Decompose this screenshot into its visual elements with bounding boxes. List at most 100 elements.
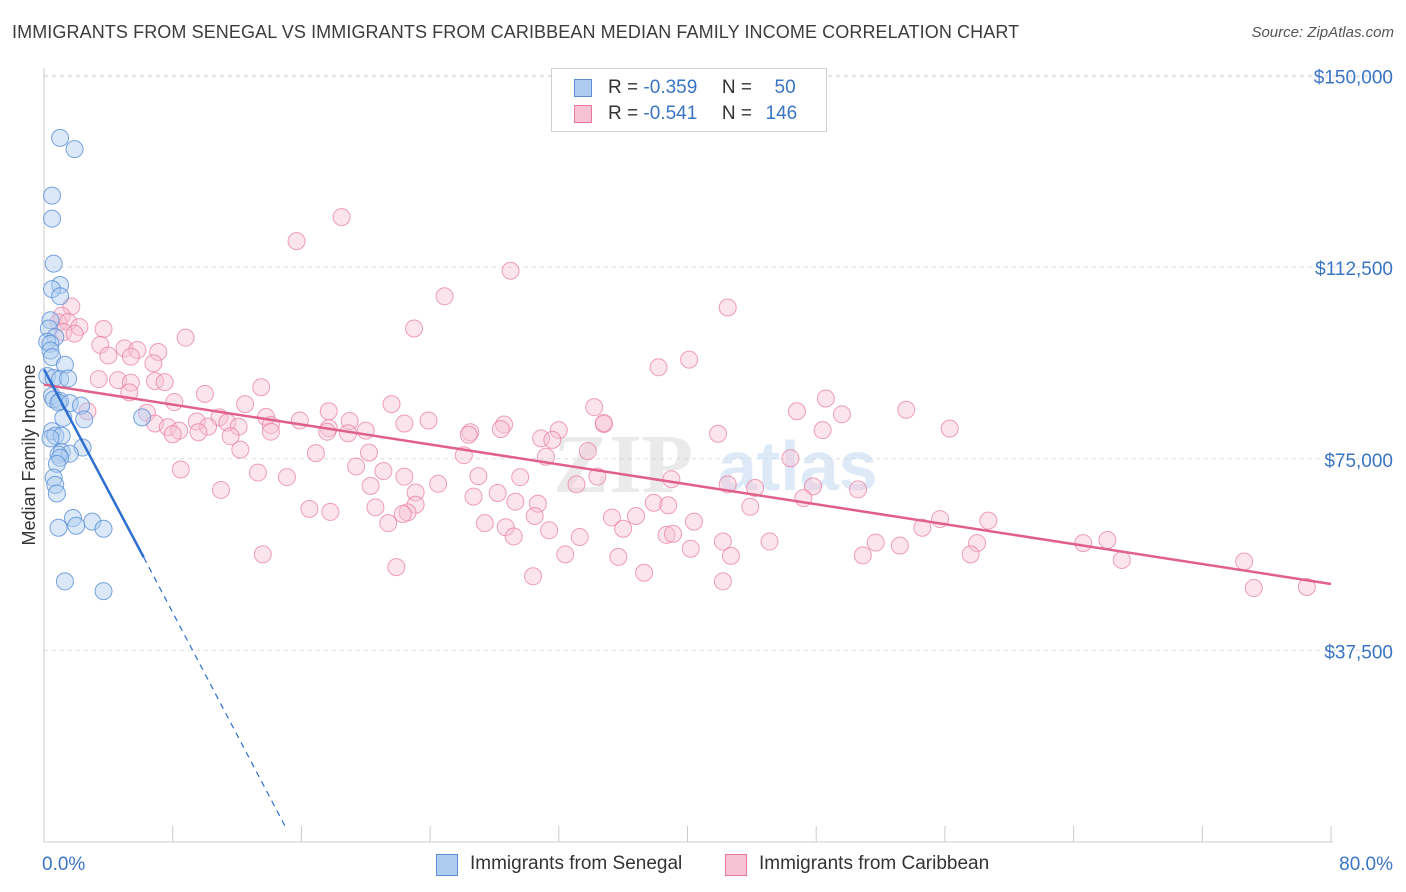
y-tick-label: $112,500 <box>1315 259 1393 280</box>
senegal-point <box>52 426 71 445</box>
caribbean-point <box>635 563 654 582</box>
caribbean-point <box>366 498 385 517</box>
caribbean-point <box>406 483 425 502</box>
caribbean-point <box>149 342 168 361</box>
chart-source: Source: ZipAtlas.com <box>1251 24 1394 41</box>
tick-labels: $37,500 $75,000 $112,500 $150,000 0.0% 80.0% <box>42 68 1393 875</box>
caribbean-point <box>501 261 520 280</box>
caribbean-point <box>195 384 214 403</box>
caribbean-point <box>504 527 523 546</box>
senegal-point <box>41 429 60 448</box>
senegal-point <box>67 516 86 535</box>
legend-r-value: -0.541 <box>643 103 698 124</box>
bottom-legend-label-caribbean: Immigrants from Caribbean <box>759 853 990 874</box>
caribbean-point <box>961 545 980 564</box>
bottom-legend-swatch-senegal <box>436 854 458 876</box>
caribbean-point <box>99 346 118 365</box>
senegal-point <box>47 484 66 503</box>
caribbean-point <box>506 492 525 511</box>
caribbean-point <box>511 468 530 487</box>
legend-n-label: N = <box>721 103 752 124</box>
caribbean-point <box>488 484 507 503</box>
caribbean-point <box>866 533 885 552</box>
caribbean-point <box>176 328 195 347</box>
y-tick-label: $150,000 <box>1314 68 1393 89</box>
legend-r-label: R = <box>608 77 639 98</box>
senegal-points <box>38 128 152 601</box>
caribbean-point <box>469 467 488 486</box>
caribbean-point <box>248 463 267 482</box>
caribbean-point <box>1244 579 1263 598</box>
caribbean-point <box>684 512 703 531</box>
caribbean-point <box>435 287 454 306</box>
caribbean-point <box>627 507 646 526</box>
legend-text-senegal: R = -0.359 N = 50 <box>608 77 796 99</box>
senegal-point <box>49 518 68 537</box>
caribbean-point <box>803 477 822 496</box>
x-tick-label: 80.0% <box>1339 854 1393 875</box>
caribbean-point <box>681 539 700 558</box>
caribbean-point <box>128 340 147 359</box>
caribbean-point <box>718 475 737 494</box>
caribbean-point <box>540 521 559 540</box>
caribbean-point <box>602 508 621 527</box>
caribbean-point <box>578 442 597 461</box>
caribbean-point <box>940 419 959 438</box>
bottom-legend-label-senegal: Immigrants from Senegal <box>470 853 683 874</box>
caribbean-point <box>813 421 832 440</box>
senegal-point <box>41 341 60 360</box>
caribbean-point <box>261 422 280 441</box>
caribbean-point <box>361 476 380 495</box>
trend-lines <box>42 368 1332 827</box>
caribbean-point <box>897 400 916 419</box>
caribbean-point <box>662 470 681 489</box>
caribbean-point <box>657 525 676 544</box>
caribbean-point <box>94 319 113 338</box>
caribbean-point <box>588 467 607 486</box>
caribbean-point <box>491 420 510 439</box>
legend-text-caribbean: R = -0.541 N = 146 <box>608 103 797 125</box>
caribbean-point <box>236 395 255 414</box>
caribbean-point <box>524 567 543 586</box>
caribbean-point <box>199 417 218 436</box>
senegal-point <box>55 355 74 374</box>
caribbean-point <box>890 536 909 555</box>
senegal-point <box>46 426 65 445</box>
grid-lines <box>44 75 1395 651</box>
caribbean-point <box>567 475 586 494</box>
caribbean-point <box>459 425 478 444</box>
bottom-legend-swatch-caribbean <box>725 854 747 876</box>
caribbean-point <box>221 427 240 446</box>
caribbean-point <box>1235 552 1254 571</box>
caribbean-point <box>144 354 163 373</box>
caribbean-point <box>382 395 401 414</box>
caribbean-point <box>543 430 562 449</box>
caribbean-point <box>332 208 351 227</box>
senegal-point <box>72 396 91 415</box>
y-tick-label: $37,500 <box>1324 642 1393 663</box>
caribbean-point <box>532 429 551 448</box>
legend-swatch-senegal <box>574 79 592 97</box>
legend-swatch-caribbean <box>574 105 592 123</box>
caribbean-point <box>594 414 613 433</box>
caribbean-point <box>253 545 272 564</box>
senegal-point <box>47 454 66 473</box>
caribbean-point <box>979 511 998 530</box>
caribbean-point <box>395 467 414 486</box>
caribbean-point <box>155 373 174 392</box>
caribbean-point <box>549 421 568 440</box>
caribbean-point <box>1074 534 1093 553</box>
caribbean-point <box>816 389 835 408</box>
senegal-point <box>94 582 113 601</box>
senegal-point <box>75 410 94 429</box>
caribbean-point <box>387 558 406 577</box>
caribbean-point <box>556 545 575 564</box>
caribbean-point <box>609 547 628 566</box>
caribbean-point <box>405 319 424 338</box>
caribbean-point <box>832 405 851 424</box>
x-tick-label: 0.0% <box>42 854 85 875</box>
caribbean-point <box>163 425 182 444</box>
caribbean-point <box>913 518 932 537</box>
senegal-point <box>43 186 62 205</box>
